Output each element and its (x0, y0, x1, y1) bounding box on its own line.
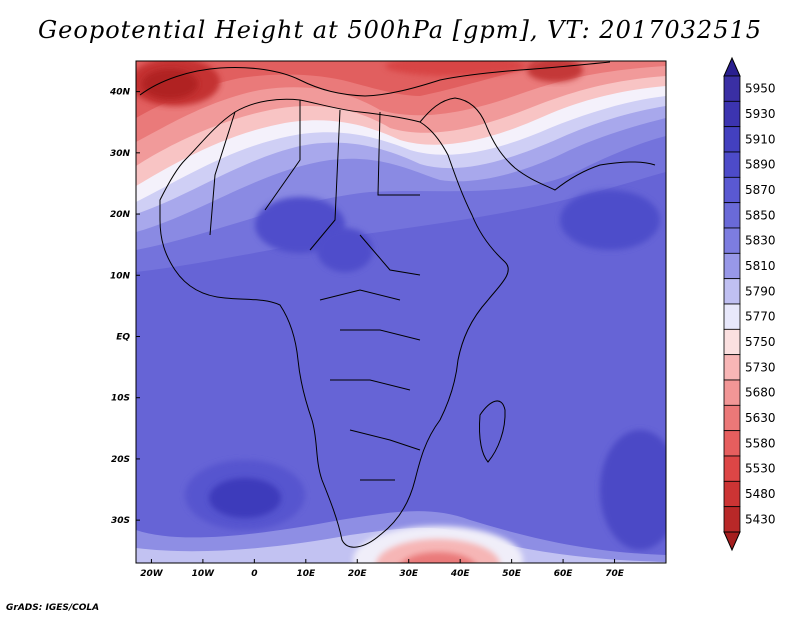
colorbar-bottom-arrow (723, 531, 741, 552)
x-tick-label: 70E (605, 569, 625, 579)
colorbar-label: 5810 (745, 259, 776, 273)
colorbar-label: 5890 (745, 158, 776, 172)
page-title: Geopotential Height at 500hPa [gpm], VT:… (38, 16, 762, 44)
colorbar-swatch (723, 506, 741, 533)
credit-label: GrADS: IGES/COLA (6, 603, 100, 613)
colorbar-swatch (723, 227, 741, 254)
x-tick-label: 20E (348, 569, 368, 579)
y-tick-label: EQ (116, 332, 130, 342)
x-tick-label: 30E (399, 569, 419, 579)
y-tick-label: 20N (110, 210, 131, 220)
plot-frame (135, 60, 667, 564)
coastlines (139, 61, 656, 548)
colorbar-label: 5730 (745, 360, 776, 374)
x-tick-label: 20W (140, 569, 164, 579)
colorbar-swatch (723, 126, 741, 153)
colorbar-swatch (723, 202, 741, 229)
colorbar-label: 5790 (745, 284, 776, 298)
x-tick-label: 10E (296, 569, 316, 579)
x-tick-label: 40E (450, 569, 471, 579)
colorbar-swatch (723, 379, 741, 406)
colorbar-label: 5910 (745, 132, 776, 146)
colorbar-swatch (723, 252, 741, 280)
colorbar-label: 5850 (745, 208, 776, 222)
y-tick-label: 10S (111, 394, 130, 404)
colorbar-top-arrow (723, 56, 741, 77)
geopotential-field (136, 61, 666, 563)
colorbar-label: 5950 (745, 82, 776, 96)
colorbar-swatch (723, 455, 741, 482)
colorbar-swatch (723, 278, 741, 305)
colorbar-swatch (723, 328, 741, 356)
colorbar-swatch (723, 151, 741, 178)
colorbar-swatch (723, 75, 741, 102)
colorbar-swatch (723, 100, 741, 128)
colorbar-label: 5530 (745, 462, 776, 476)
colorbar-swatch (723, 480, 741, 508)
colorbar-label: 5870 (745, 183, 776, 197)
y-tick-label: 10N (110, 271, 131, 281)
colorbar-swatch (723, 404, 741, 432)
colorbar-swatch (723, 176, 741, 204)
y-tick-label: 30N (110, 149, 131, 159)
x-tick-label: 60E (554, 569, 574, 579)
x-tick-label: 50E (502, 569, 522, 579)
y-tick-label: 40N (109, 88, 131, 98)
x-tick-label: 0 (251, 569, 257, 579)
colorbar-label: 5680 (745, 386, 776, 400)
colorbar-label: 5580 (745, 436, 776, 450)
colorbar-label: 5830 (745, 234, 776, 248)
colorbar-label: 5430 (745, 512, 776, 526)
y-tick-label: 30S (111, 516, 130, 526)
x-axis-ticks: 20W 10W 0 10E 20E 30E 40E 50E 60E 70E (140, 559, 625, 579)
colorbar-label: 5750 (745, 335, 776, 349)
colorbar-swatch (723, 354, 741, 381)
colorbar-label: 5630 (745, 411, 776, 425)
x-tick-label: 10W (192, 569, 216, 579)
colorbar-label: 5770 (745, 310, 776, 324)
colorbar-label: 5480 (745, 487, 776, 501)
colorbar-swatch (723, 430, 741, 457)
y-tick-label: 20S (111, 455, 130, 465)
colorbar-label: 5930 (745, 107, 776, 121)
colorbar-swatch (723, 303, 741, 330)
y-axis-ticks: 40N 30N 20N 10N EQ 10S 20S 30S (109, 88, 140, 526)
